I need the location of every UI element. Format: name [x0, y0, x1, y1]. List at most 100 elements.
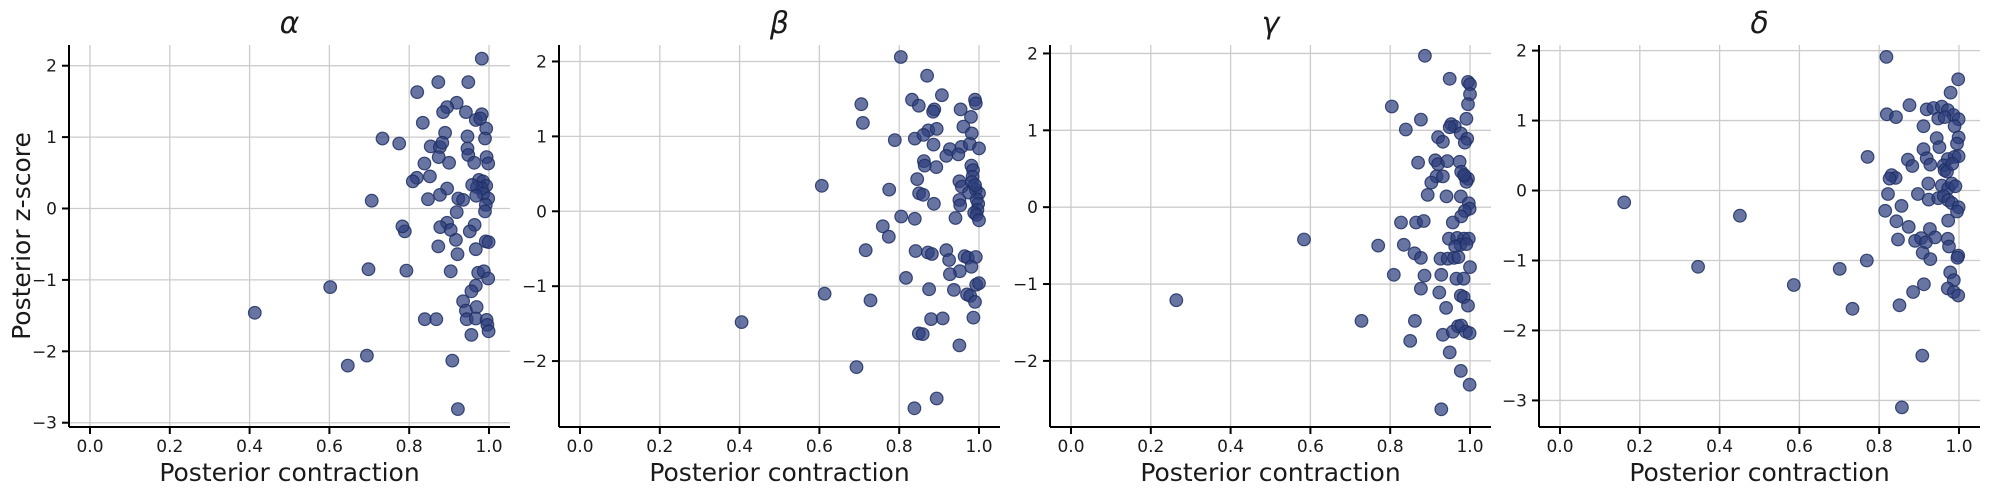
- scatter-point: [935, 311, 950, 326]
- ticks: [62, 64, 490, 434]
- scatter-point: [481, 235, 496, 250]
- scatter-point: [910, 172, 925, 187]
- x-tick-label: 1.0: [475, 437, 502, 457]
- scatter-point: [450, 247, 465, 262]
- scatter-point: [1442, 120, 1457, 135]
- scatter-point: [968, 96, 983, 111]
- scatter-point: [875, 219, 890, 234]
- scatter-point: [451, 402, 465, 417]
- scatter-point: [405, 174, 420, 189]
- scatter-point: [1786, 278, 1801, 292]
- x-tick-label: 0.2: [1626, 437, 1653, 457]
- scatter-point: [1461, 97, 1475, 112]
- scatter-point: [1879, 50, 1894, 64]
- spines: [1538, 45, 1980, 428]
- x-axis-label-beta: Posterior contraction: [649, 458, 909, 487]
- points-layer: [1617, 50, 1966, 415]
- scatter-point: [917, 158, 932, 173]
- scatter-point: [423, 169, 437, 184]
- scatter-point: [429, 312, 444, 327]
- y-axis-label: Posterior z-score: [7, 132, 36, 340]
- scatter-point: [1902, 98, 1917, 113]
- scatter-point: [1169, 293, 1184, 308]
- subplot-alpha-title: α: [280, 6, 300, 41]
- y-tick-label: 2: [1516, 42, 1527, 62]
- y-tick-label: 1: [1027, 121, 1038, 141]
- scatter-point: [361, 262, 376, 277]
- y-tick-label: 0: [536, 202, 547, 222]
- scatter-point: [863, 293, 878, 308]
- scatter-point: [1413, 250, 1428, 265]
- x-tick-label: 0.0: [566, 437, 593, 457]
- scatter-point: [1882, 171, 1897, 186]
- x-tick-label: 0.2: [1137, 437, 1164, 457]
- scatter-point: [887, 133, 902, 148]
- scatter-point: [399, 263, 414, 278]
- scatter-point: [1462, 377, 1477, 392]
- x-tick-label: 0.0: [1546, 437, 1573, 457]
- scatter-point: [481, 324, 496, 339]
- scatter-point: [468, 242, 483, 257]
- grid-layer: [1050, 45, 1491, 427]
- scatter-point: [1941, 213, 1956, 228]
- scatter-point: [968, 178, 982, 193]
- points-layer: [1169, 48, 1477, 417]
- scatter-point: [1453, 364, 1468, 378]
- x-tick-label: 0.6: [1297, 437, 1324, 457]
- scatter-point: [907, 211, 922, 226]
- scatter-point: [460, 129, 475, 144]
- scatter-point: [817, 286, 832, 301]
- y-tick-label: 1: [46, 128, 57, 148]
- scatter-point: [882, 182, 897, 197]
- scatter-point: [935, 88, 949, 103]
- scatter-point: [469, 188, 484, 203]
- x-tick-label: 0.0: [1057, 437, 1084, 457]
- scatter-point: [436, 105, 451, 119]
- x-tick-label: 0.8: [1866, 437, 1893, 457]
- scatter-point: [911, 98, 926, 113]
- scatter-point: [395, 219, 410, 234]
- scatter-point: [1905, 159, 1920, 173]
- tick-labels: 0.0 0.2 0.4 0.6 0.8 1.0 −2 −1 0 1 2: [522, 52, 993, 457]
- y-tick-label: −1: [1502, 251, 1527, 271]
- scatter-point: [926, 104, 940, 119]
- scatter-point: [972, 276, 986, 291]
- x-tick-label: 0.4: [1706, 437, 1733, 457]
- scatter-point: [856, 115, 870, 130]
- scatter-point: [929, 391, 944, 406]
- scatter-point: [1889, 214, 1904, 229]
- scatter-point: [1398, 122, 1413, 137]
- y-tick-label: −3: [1502, 391, 1527, 411]
- scatter-point: [1442, 345, 1457, 360]
- scatter-point: [1411, 155, 1425, 170]
- x-tick-label: 0.4: [726, 437, 753, 457]
- scatter-point: [415, 115, 430, 130]
- scatter-point: [1462, 326, 1477, 341]
- scatter-point: [467, 155, 482, 170]
- scatter-point: [323, 280, 338, 295]
- scatter-point: [916, 187, 930, 202]
- scatter-point: [1950, 250, 1965, 265]
- scatter-point: [1459, 237, 1474, 252]
- scatter-point: [459, 105, 473, 119]
- scatter-point: [1617, 195, 1632, 210]
- scatter-point: [1445, 215, 1460, 230]
- scatter-point: [375, 131, 390, 146]
- scatter-point: [473, 111, 488, 126]
- scatter-point: [1951, 288, 1966, 303]
- scatter-point: [469, 300, 484, 314]
- scatter-point: [1451, 250, 1466, 265]
- scatter-point: [1457, 167, 1471, 182]
- scatter-point: [1417, 48, 1432, 63]
- y-tick-label: 2: [536, 52, 547, 72]
- ticks: [1043, 52, 1471, 434]
- x-tick-label: 0.8: [396, 437, 423, 457]
- scatter-point: [1881, 187, 1895, 201]
- scatter-point: [858, 243, 873, 258]
- scatter-point: [1461, 298, 1475, 313]
- tick-labels: 0.0 0.2 0.4 0.6 0.8 1.0 −2 −1 0 1 2: [1013, 44, 1484, 457]
- scatter-point: [1832, 262, 1847, 276]
- scatter-point: [456, 192, 471, 207]
- y-tick-label: −2: [522, 352, 547, 372]
- y-tick-label: 2: [1027, 44, 1038, 64]
